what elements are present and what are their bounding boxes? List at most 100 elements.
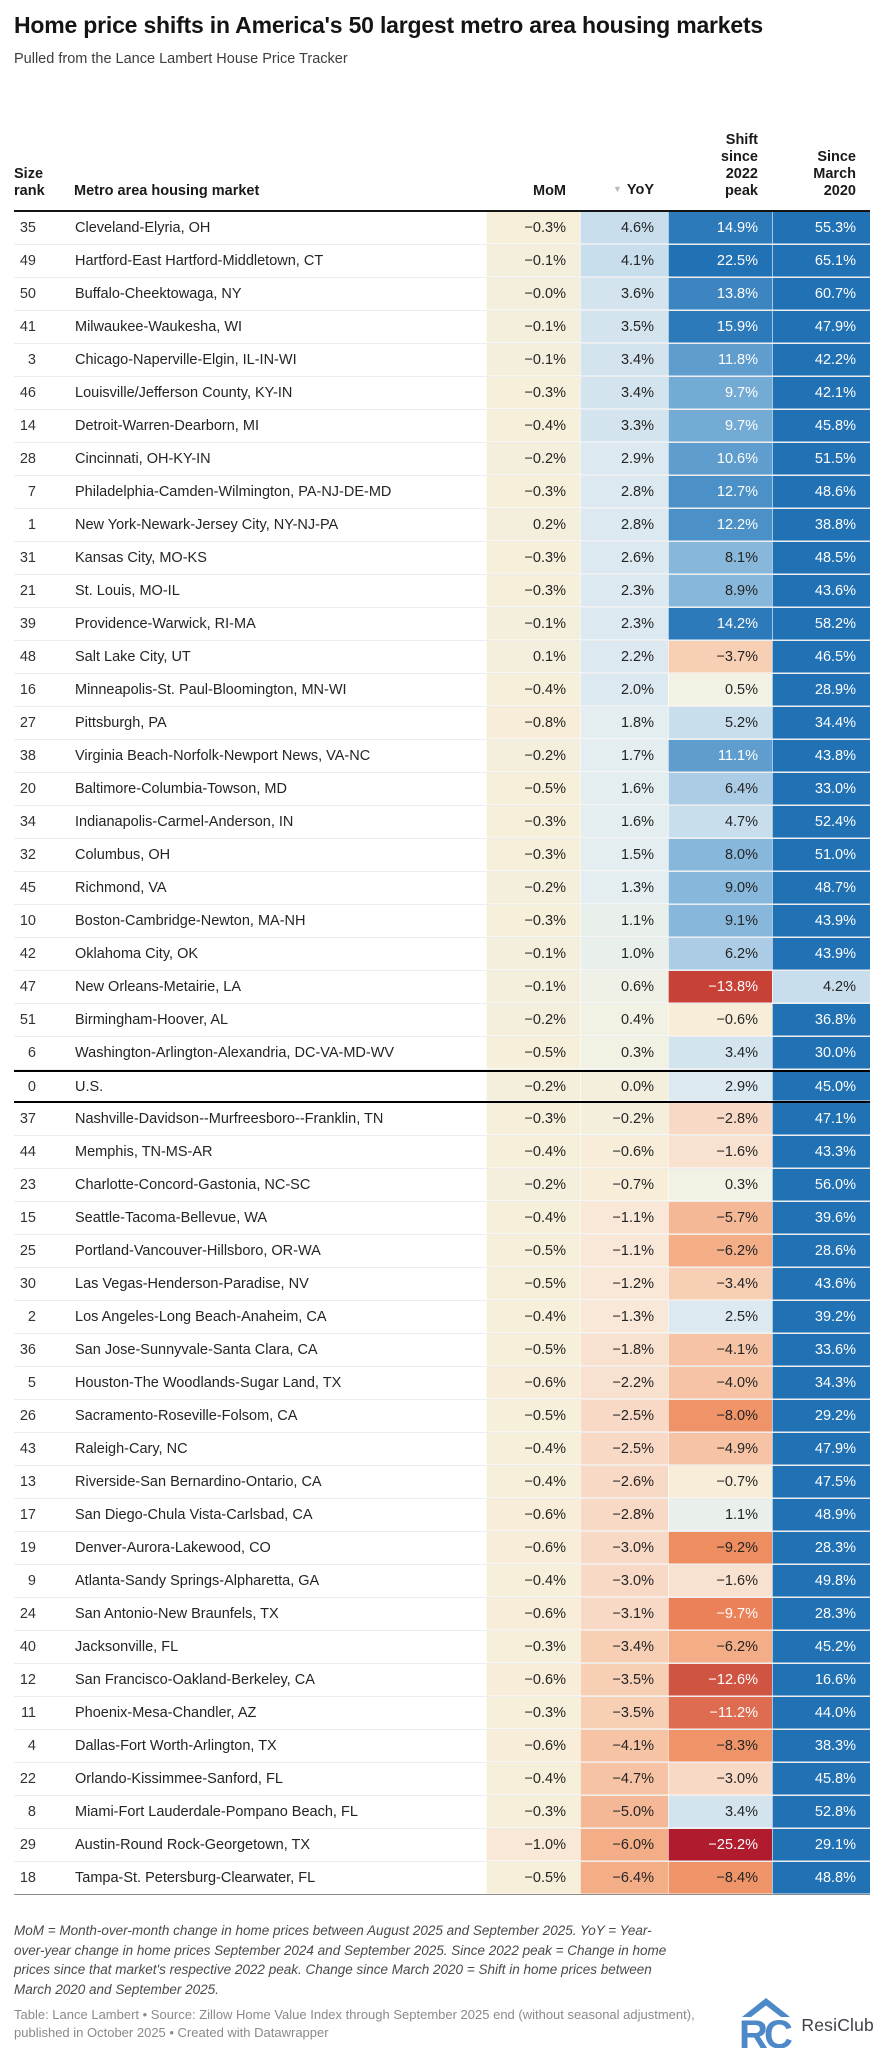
- mom-cell: −0.8%: [486, 707, 580, 739]
- yoy-cell: −4.7%: [580, 1763, 668, 1795]
- since-march-2020-cell: 39.6%: [772, 1202, 870, 1234]
- column-header-metro[interactable]: Metro area housing market: [74, 183, 260, 199]
- yoy-cell: −3.0%: [580, 1565, 668, 1597]
- table-row: 31 Kansas City, MO-KS −0.3% 2.6% 8.1% 48.5%: [14, 542, 870, 575]
- column-header-since-march-2020[interactable]: Since March 2020: [813, 149, 856, 199]
- resiclub-logo: R C ResiClub: [738, 1996, 874, 2048]
- yoy-cell: 0.3%: [580, 1037, 668, 1069]
- shift-since-2022-peak-cell: 1.1%: [668, 1499, 772, 1531]
- shift-since-2022-peak-cell: 8.0%: [668, 839, 772, 871]
- column-header-mom[interactable]: MoM: [532, 183, 566, 199]
- table-body: 35 Cleveland-Elyria, OH −0.3% 4.6% 14.9% 55.3…: [14, 212, 870, 1895]
- size-rank-cell: 6: [27, 1045, 36, 1061]
- column-header-size-rank[interactable]: Size rank: [14, 166, 45, 199]
- metro-name-cell: Baltimore-Columbia-Towson, MD: [75, 781, 287, 797]
- yoy-cell: 1.8%: [580, 707, 668, 739]
- since-march-2020-cell: 34.3%: [772, 1367, 870, 1399]
- shift-since-2022-peak-cell: −4.0%: [668, 1367, 772, 1399]
- table-row: 38 Virginia Beach-Norfolk-Newport News, V…: [14, 740, 870, 773]
- since-march-2020-cell: 16.6%: [772, 1664, 870, 1696]
- table-row: 27 Pittsburgh, PA −0.8% 1.8% 5.2% 34.4%: [14, 707, 870, 740]
- table-row: 17 San Diego-Chula Vista-Carlsbad, CA −0.6…: [14, 1499, 870, 1532]
- yoy-cell: 3.3%: [580, 410, 668, 442]
- yoy-cell: −2.2%: [580, 1367, 668, 1399]
- mom-cell: −0.4%: [486, 1763, 580, 1795]
- mom-cell: −0.2%: [486, 1169, 580, 1201]
- metro-name-cell: Oklahoma City, OK: [75, 946, 199, 962]
- shift-since-2022-peak-cell: 11.8%: [668, 344, 772, 376]
- table-row: 25 Portland-Vancouver-Hillsboro, OR-WA −0.…: [14, 1235, 870, 1268]
- metro-name-cell: Cincinnati, OH-KY-IN: [75, 451, 211, 467]
- table-row: 50 Buffalo-Cheektowaga, NY −0.0% 3.6% 13.8% 6…: [14, 278, 870, 311]
- column-header-yoy[interactable]: ▼ YoY: [580, 182, 668, 200]
- shift-since-2022-peak-cell: 2.5%: [668, 1301, 772, 1333]
- resiclub-house-icon: R C: [739, 1998, 793, 2048]
- since-march-2020-cell: 56.0%: [772, 1169, 870, 1201]
- mom-cell: −0.3%: [486, 839, 580, 871]
- size-rank-cell: 41: [19, 319, 36, 335]
- mom-cell: −0.5%: [486, 1334, 580, 1366]
- yoy-cell: 2.9%: [580, 443, 668, 475]
- metro-name-cell: Nashville-Davidson--Murfreesboro--Frankl…: [75, 1111, 384, 1127]
- since-march-2020-cell: 48.5%: [772, 542, 870, 574]
- since-march-2020-cell: 28.3%: [772, 1532, 870, 1564]
- size-rank-cell: 25: [19, 1243, 36, 1259]
- metro-name-cell: Philadelphia-Camden-Wilmington, PA-NJ-DE…: [75, 484, 392, 500]
- size-rank-cell: 21: [19, 583, 36, 599]
- table-row: 30 Las Vegas-Henderson-Paradise, NV −0.5% −…: [14, 1268, 870, 1301]
- metro-name-cell: Minneapolis-St. Paul-Bloomington, MN-WI: [75, 682, 347, 698]
- yoy-cell: −3.0%: [580, 1532, 668, 1564]
- mom-cell: −0.5%: [486, 773, 580, 805]
- metro-name-cell: Washington-Arlington-Alexandria, DC-VA-M…: [75, 1045, 395, 1061]
- shift-since-2022-peak-cell: 12.2%: [668, 509, 772, 541]
- mom-cell: −0.3%: [486, 476, 580, 508]
- shift-since-2022-peak-cell: −3.4%: [668, 1268, 772, 1300]
- shift-since-2022-peak-cell: 9.7%: [668, 377, 772, 409]
- shift-since-2022-peak-cell: 13.8%: [668, 278, 772, 310]
- metro-name-cell: Sacramento-Roseville-Folsom, CA: [75, 1408, 298, 1424]
- yoy-cell: 2.8%: [580, 476, 668, 508]
- yoy-cell: −3.5%: [580, 1697, 668, 1729]
- table-row: 46 Louisville/Jefferson County, KY-IN −0.3…: [14, 377, 870, 410]
- size-rank-cell: 45: [19, 880, 36, 896]
- footnote-text: MoM = Month-over-month change in home pr…: [14, 1923, 667, 1997]
- size-rank-cell: 12: [19, 1672, 36, 1688]
- metro-name-cell: Richmond, VA: [75, 880, 167, 896]
- size-rank-cell: 16: [19, 682, 36, 698]
- size-rank-cell: 10: [19, 913, 36, 929]
- size-rank-cell: 40: [19, 1639, 36, 1655]
- since-march-2020-cell: 38.8%: [772, 509, 870, 541]
- size-rank-cell: 48: [19, 649, 36, 665]
- yoy-cell: 0.4%: [580, 1004, 668, 1036]
- metro-name-cell: Boston-Cambridge-Newton, MA-NH: [75, 913, 306, 929]
- metro-name-cell: Pittsburgh, PA: [75, 715, 167, 731]
- mom-cell: −0.1%: [486, 344, 580, 376]
- since-march-2020-cell: 43.8%: [772, 740, 870, 772]
- metro-name-cell: Riverside-San Bernardino-Ontario, CA: [75, 1474, 322, 1490]
- metro-name-cell: San Jose-Sunnyvale-Santa Clara, CA: [75, 1342, 318, 1358]
- metro-name-cell: Los Angeles-Long Beach-Anaheim, CA: [75, 1309, 327, 1325]
- size-rank-cell: 47: [19, 979, 36, 995]
- metro-name-cell: Orlando-Kissimmee-Sanford, FL: [75, 1771, 283, 1787]
- since-march-2020-cell: 39.2%: [772, 1301, 870, 1333]
- table-row: 44 Memphis, TN-MS-AR −0.4% −0.6% −1.6% 43.3%: [14, 1136, 870, 1169]
- metro-name-cell: Indianapolis-Carmel-Anderson, IN: [75, 814, 294, 830]
- column-header-shift-since-2022-peak[interactable]: Shift since 2022 peak: [720, 132, 758, 199]
- size-rank-cell: 23: [19, 1177, 36, 1193]
- yoy-cell: 2.8%: [580, 509, 668, 541]
- metro-name-cell: San Diego-Chula Vista-Carlsbad, CA: [75, 1507, 313, 1523]
- mom-cell: −0.3%: [486, 806, 580, 838]
- shift-since-2022-peak-cell: 8.9%: [668, 575, 772, 607]
- since-march-2020-cell: 45.2%: [772, 1631, 870, 1663]
- metro-name-cell: Milwaukee-Waukesha, WI: [75, 319, 243, 335]
- size-rank-cell: 26: [19, 1408, 36, 1424]
- table-row: 22 Orlando-Kissimmee-Sanford, FL −0.4% −4.7…: [14, 1763, 870, 1796]
- mom-cell: −0.6%: [486, 1367, 580, 1399]
- metro-name-cell: San Francisco-Oakland-Berkeley, CA: [75, 1672, 315, 1688]
- shift-since-2022-peak-cell: −6.2%: [668, 1631, 772, 1663]
- mom-cell: 0.1%: [486, 641, 580, 673]
- mom-cell: −0.2%: [486, 872, 580, 904]
- table-row: 5 Houston-The Woodlands-Sugar Land, TX −0.…: [14, 1367, 870, 1400]
- table-row: 26 Sacramento-Roseville-Folsom, CA −0.5% −2…: [14, 1400, 870, 1433]
- since-march-2020-cell: 47.9%: [772, 311, 870, 343]
